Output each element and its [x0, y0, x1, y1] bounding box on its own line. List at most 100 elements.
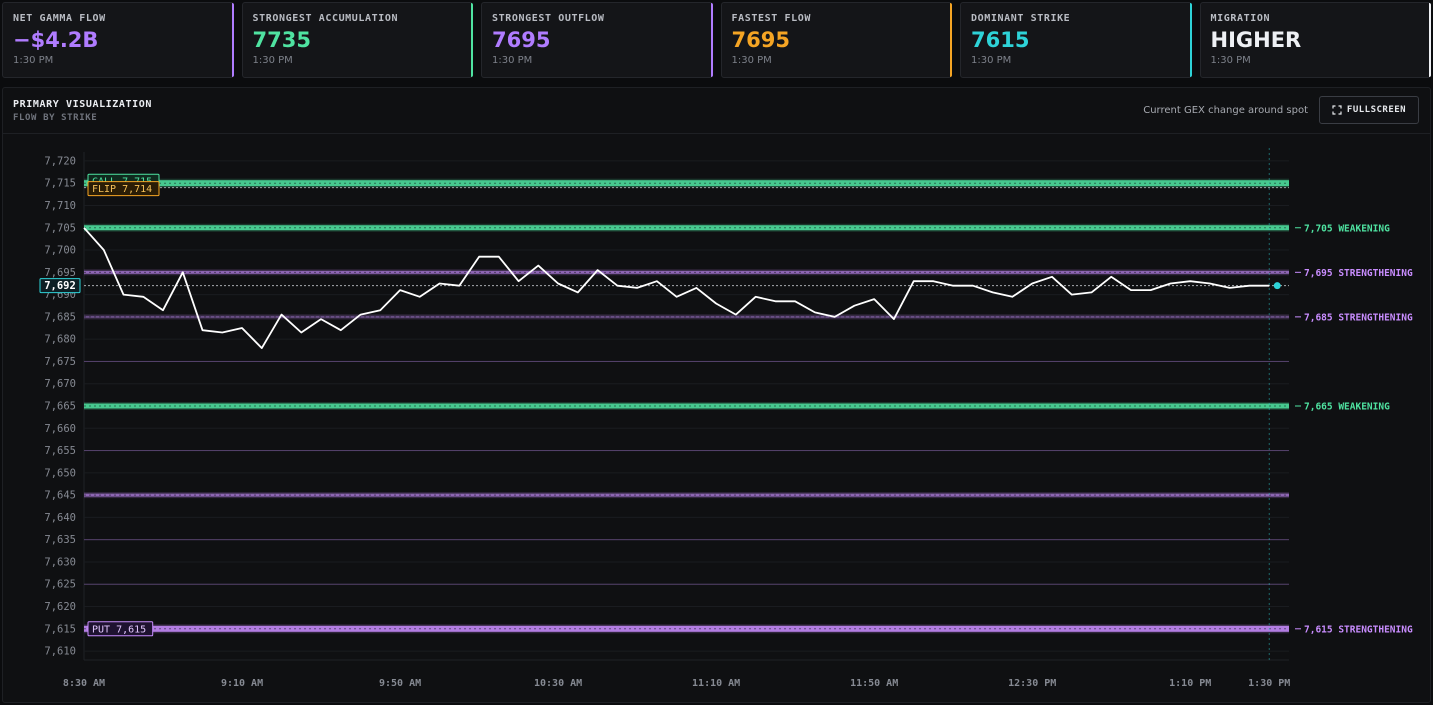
card-accent	[1189, 3, 1192, 77]
card-label: NET GAMMA FLOW	[13, 13, 106, 24]
panel-subtitle: FLOW BY STRIKE	[13, 113, 98, 123]
fullscreen-label: FULLSCREEN	[1346, 105, 1407, 115]
x-tick-label: 1:30 PM	[1248, 678, 1290, 689]
strike-band	[84, 180, 1289, 187]
x-tick-label: 11:10 AM	[692, 678, 740, 689]
y-tick-label: 7,705	[44, 222, 76, 234]
card-strongest-outflow[interactable]: STRONGEST OUTFLOW 7695 1:30 PM	[481, 2, 713, 78]
strike-band	[84, 493, 1289, 497]
card-accent	[231, 3, 234, 77]
y-tick-label: 7,675	[44, 356, 76, 368]
strike-band	[84, 539, 1289, 541]
card-net-gamma-flow[interactable]: NET GAMMA FLOW −$4.2B 1:30 PM	[2, 2, 234, 78]
card-time: 1:30 PM	[971, 55, 1012, 66]
card-time: 1:30 PM	[1210, 55, 1251, 66]
flip-tag-text: FLIP 7,714	[92, 184, 152, 195]
y-tick-label: 7,645	[44, 490, 76, 502]
right-strike-label: 7,685 STRENGTHENING	[1304, 312, 1413, 323]
x-tick-label: 11:50 AM	[850, 678, 898, 689]
put-wall-tag-box	[87, 621, 154, 637]
y-tick-label: 7,710	[44, 200, 76, 212]
x-tick-label: 9:50 AM	[379, 678, 421, 689]
card-fastest-flow[interactable]: FASTEST FLOW 7695 1:30 PM	[720, 2, 952, 78]
spot-price-tag: 7,692	[39, 278, 81, 294]
card-label: DOMINANT STRIKE	[971, 13, 1071, 24]
flip-tag: FLIP 7,714	[87, 181, 160, 197]
strike-bands	[84, 178, 1289, 634]
x-tick-label: 10:30 AM	[534, 678, 582, 689]
metric-cards: NET GAMMA FLOW −$4.2B 1:30 PM STRONGEST …	[2, 2, 1431, 78]
card-value: HIGHER	[1210, 28, 1302, 52]
card-dominant-strike[interactable]: DOMINANT STRIKE 7615 1:30 PM	[960, 2, 1192, 78]
strike-band	[84, 315, 1289, 318]
card-time: 1:30 PM	[492, 55, 533, 66]
y-tick-label: 7,610	[44, 646, 76, 658]
card-time: 1:30 PM	[13, 55, 54, 66]
card-time: 1:30 PM	[731, 55, 772, 66]
y-tick-label: 7,630	[44, 556, 76, 568]
x-tick-label: 9:10 AM	[221, 678, 263, 689]
right-strike-label: 7,615 STRENGTHENING	[1304, 624, 1413, 635]
card-time: 1:30 PM	[252, 55, 293, 66]
right-strike-label: 7,695 STRENGTHENING	[1304, 268, 1413, 279]
primary-visualization-panel: PRIMARY VISUALIZATION FLOW BY STRIKE Cur…	[2, 87, 1431, 703]
right-strike-label: 7,705 WEAKENING	[1304, 223, 1390, 234]
put-wall-tag-text: PUT 7,615	[92, 624, 146, 635]
strike-band	[84, 270, 1289, 274]
card-migration[interactable]: MIGRATION HIGHER 1:30 PM	[1199, 2, 1431, 78]
strike-band-glow	[84, 314, 1289, 320]
y-tick-label: 7,700	[44, 245, 76, 257]
price-line	[83, 227, 1270, 349]
x-tick-label: 12:30 PM	[1008, 678, 1056, 689]
right-strike-label: 7,665 WEAKENING	[1304, 402, 1390, 413]
card-value: −$4.2B	[13, 28, 99, 52]
y-tick-label: 7,665	[44, 401, 76, 413]
strike-band	[84, 583, 1289, 585]
y-tick-label: 7,660	[44, 423, 76, 435]
card-accent	[471, 3, 473, 77]
fullscreen-button[interactable]: FULLSCREEN	[1319, 96, 1419, 124]
card-label: MIGRATION	[1210, 13, 1271, 24]
flip-tag-box	[87, 181, 160, 197]
card-value: 7615	[971, 28, 1030, 52]
card-value: 7695	[731, 28, 790, 52]
strike-band	[84, 403, 1289, 409]
x-tick-label: 8:30 AM	[63, 678, 105, 689]
card-accent	[1429, 3, 1431, 77]
expand-icon	[1332, 105, 1342, 115]
panel-header: PRIMARY VISUALIZATION FLOW BY STRIKE Cur…	[3, 88, 1430, 134]
y-tick-label: 7,685	[44, 311, 76, 323]
y-tick-label: 7,650	[44, 467, 76, 479]
y-tick-label: 7,620	[44, 601, 76, 613]
card-label: STRONGEST ACCUMULATION	[252, 13, 399, 24]
y-tick-label: 7,695	[44, 267, 76, 279]
spot-price-text: 7,692	[44, 280, 76, 292]
y-tick-label: 7,715	[44, 178, 76, 190]
y-tick-label: 7,720	[44, 155, 76, 167]
card-strongest-accumulation[interactable]: STRONGEST ACCUMULATION 7735 1:30 PM	[241, 2, 473, 78]
spot-price-box	[39, 278, 81, 294]
card-label: STRONGEST OUTFLOW	[492, 13, 605, 24]
strike-band	[84, 225, 1289, 231]
card-value: 7735	[252, 28, 311, 52]
y-tick-label: 7,635	[44, 534, 76, 546]
strike-band	[84, 360, 1289, 362]
put-wall-tag: PUT 7,615	[87, 621, 154, 637]
y-tick-label: 7,670	[44, 378, 76, 390]
y-tick-label: 7,655	[44, 445, 76, 457]
card-accent	[950, 3, 952, 77]
x-tick-label: 1:10 PM	[1169, 678, 1211, 689]
y-tick-label: 7,680	[44, 334, 76, 346]
card-value: 7695	[492, 28, 551, 52]
card-accent	[710, 3, 713, 77]
y-tick-label: 7,640	[44, 512, 76, 524]
strike-band	[84, 625, 1289, 632]
card-label: FASTEST FLOW	[731, 13, 811, 24]
y-tick-label: 7,615	[44, 623, 76, 635]
strike-band	[84, 450, 1289, 452]
panel-title: PRIMARY VISUALIZATION	[13, 99, 153, 110]
spot-dot	[1273, 282, 1281, 290]
panel-note: Current GEX change around spot	[1143, 105, 1308, 116]
y-tick-label: 7,625	[44, 579, 76, 591]
